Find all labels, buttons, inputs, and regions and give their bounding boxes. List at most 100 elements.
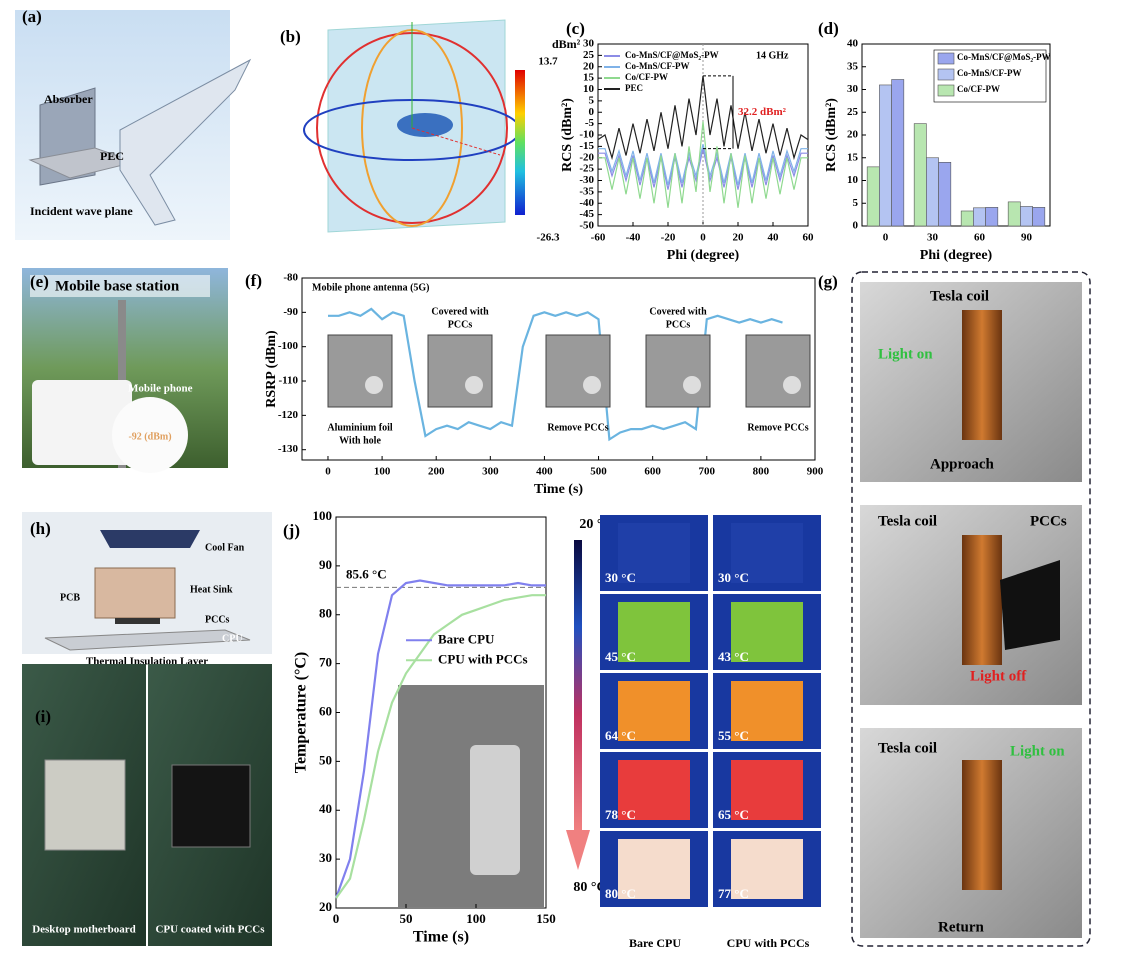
y-tick-label: 40	[319, 801, 332, 816]
axis	[411, 127, 501, 156]
label: Tesla coil	[930, 288, 989, 304]
inset-hole	[365, 376, 383, 394]
temperature-label: 45 °C	[605, 649, 636, 664]
y-tick-label: 5	[853, 197, 859, 209]
x-tick-label: 500	[590, 466, 607, 478]
inset-hole	[465, 376, 483, 394]
y-tick-label: 70	[319, 655, 332, 670]
y-tick-label: 35	[847, 60, 859, 72]
inset-photo	[545, 334, 611, 408]
annotation: With hole	[339, 435, 381, 446]
inset-photo	[745, 334, 811, 408]
bar	[973, 207, 986, 227]
temperature-label: 80 °C	[605, 886, 636, 901]
line	[598, 143, 808, 186]
x-tick-label: 300	[482, 466, 499, 478]
y-axis-label: RCS (dBm²)	[560, 98, 575, 172]
label: PEC	[100, 149, 124, 163]
coil	[962, 760, 1002, 890]
annotation: Remove PCCs	[547, 422, 608, 433]
phone	[32, 380, 132, 465]
thermal-cpu	[731, 839, 803, 899]
pccs-sheet	[1000, 560, 1060, 650]
temperature-label: 64 °C	[605, 728, 636, 743]
cpu	[44, 759, 126, 851]
thermal-cpu	[731, 681, 803, 741]
y-tick-label: -40	[579, 197, 594, 209]
y-tick-label: 15	[583, 72, 595, 84]
y-tick-label: -5	[585, 117, 595, 129]
label: Mobile base station	[55, 278, 180, 294]
legend-swatch	[937, 68, 955, 81]
label: -92 (dBm)	[128, 431, 171, 442]
panel-label: (c)	[566, 19, 585, 38]
y-tick-label: 25	[847, 106, 859, 118]
title-bg	[30, 275, 210, 297]
panel-label: (a)	[22, 7, 42, 26]
bar	[891, 79, 905, 227]
pcb	[44, 629, 251, 651]
legend-label: Co/CF-PW	[957, 84, 1000, 94]
x-tick-label: 100	[374, 466, 391, 478]
thermal-cpu	[731, 760, 803, 820]
x-tick-label: 0	[883, 232, 889, 244]
label: Cool Fan	[205, 542, 245, 553]
label: CPU	[222, 633, 243, 644]
x-tick-label: 60	[974, 232, 986, 244]
x-tick-label: 800	[753, 466, 770, 478]
colorbar-unit: dBm²	[552, 37, 581, 51]
y-tick-label: 0	[853, 220, 859, 232]
x-axis-label: Phi (degree)	[920, 248, 993, 263]
label: Heat Sink	[190, 584, 233, 595]
inset-hole	[683, 376, 701, 394]
label: PCB	[60, 592, 80, 603]
x-tick-label: 60	[803, 232, 815, 244]
colorbar-tick-label: 13.7	[538, 56, 558, 68]
bar	[913, 123, 927, 227]
inset-hole	[583, 376, 601, 394]
legend-label: Co-MnS/CF@MoS₂-PW	[957, 52, 1051, 62]
y-tick-label: -50	[579, 220, 594, 232]
annotation: Covered with	[649, 306, 707, 317]
legend-label: Co/CF-PW	[625, 72, 668, 82]
thermal-cpu	[731, 523, 803, 583]
thermal-cpu	[618, 760, 690, 820]
y-tick-label: 0	[589, 106, 595, 118]
thermal-cpu	[731, 602, 803, 662]
inset-hole	[783, 376, 801, 394]
x-axis-label: Time (s)	[534, 482, 583, 497]
label: Incident wave plane	[30, 204, 133, 218]
panel-a: Absorber PEC Incident wave plane	[15, 10, 252, 240]
label: CPU with PCCs	[727, 936, 810, 950]
panel-label: (f)	[245, 271, 262, 290]
y-tick-label: -90	[283, 306, 298, 318]
y-tick-label: 30	[583, 38, 595, 50]
airplane	[119, 58, 252, 226]
legend-swatch	[937, 84, 955, 97]
legend-label: Bare CPU	[438, 631, 495, 646]
thermal-cpu	[618, 839, 690, 899]
label: Bare CPU	[629, 936, 681, 950]
plot-frame	[301, 277, 816, 461]
meter	[470, 745, 520, 875]
y-tick-label: 20	[583, 60, 595, 72]
x-tick-label: 700	[699, 466, 716, 478]
x-tick-label: 40	[768, 232, 780, 244]
label: Approach	[930, 456, 995, 472]
y-axis-label: Temperature (°C)	[293, 652, 310, 773]
y-tick-label: 90	[319, 557, 332, 572]
panel-label: (d)	[818, 19, 839, 38]
label: Tesla coil	[878, 513, 937, 529]
bar	[879, 84, 892, 227]
x-tick-label: 900	[807, 466, 824, 478]
label: PCCs	[1030, 513, 1067, 529]
zoom	[112, 397, 188, 473]
y-tick-label: 60	[319, 703, 332, 718]
coil	[962, 310, 1002, 440]
x-axis-label: Time (s)	[413, 929, 469, 946]
annotation: 32.2 dBm²	[738, 106, 787, 118]
arrow	[566, 830, 590, 870]
colorbar-tick-label: -26.3	[537, 232, 560, 244]
inset-photo	[327, 334, 393, 408]
subtitle: Mobile phone antenna (5G)	[312, 282, 430, 293]
